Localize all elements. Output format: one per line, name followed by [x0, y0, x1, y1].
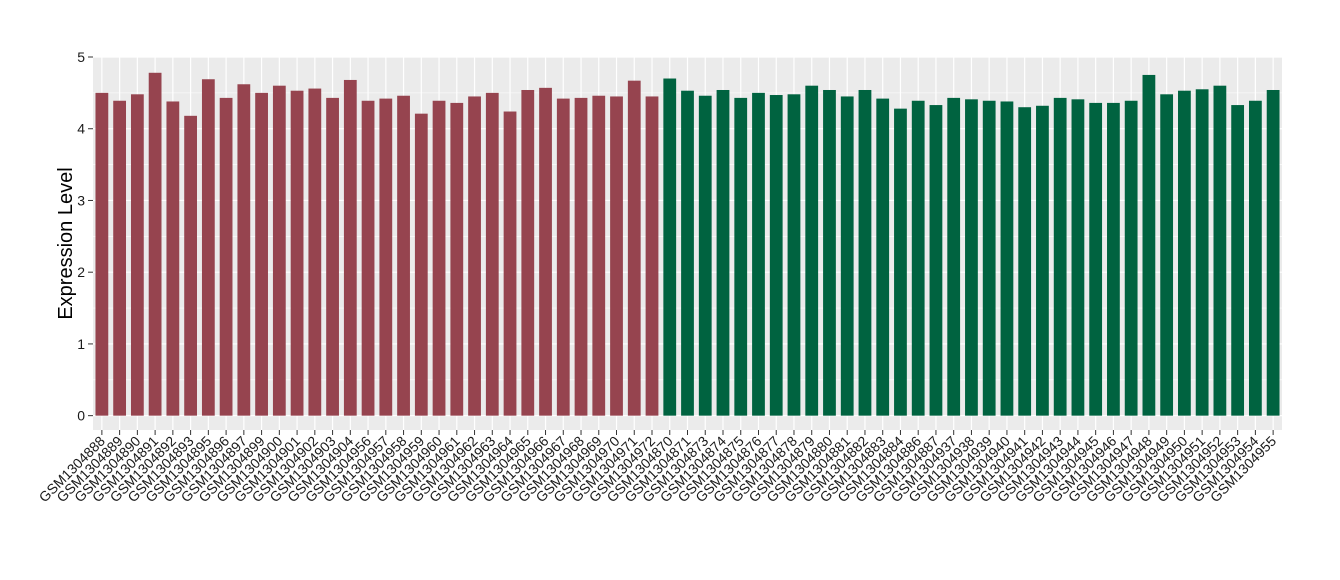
bar-GSM1304950 — [1178, 90, 1191, 416]
bar-GSM1304881 — [840, 96, 854, 416]
bar-GSM1304948 — [1142, 74, 1156, 416]
bar-GSM1304965 — [521, 89, 535, 416]
bar-GSM1304938 — [965, 99, 978, 416]
bar-GSM1304966 — [539, 87, 552, 416]
bar-GSM1304971 — [627, 80, 641, 416]
bar-GSM1304949 — [1160, 94, 1174, 416]
y-axis: 0 1 2 3 4 5 — [77, 49, 93, 424]
bar-GSM1304964 — [503, 111, 517, 416]
bar-GSM1304944 — [1071, 99, 1085, 416]
bar-GSM1304952 — [1213, 85, 1227, 416]
bar-GSM1304870 — [663, 78, 677, 416]
bar-GSM1304878 — [787, 94, 801, 416]
bar-GSM1304893 — [184, 115, 197, 416]
y-tick-label: 1 — [77, 336, 85, 352]
bar-GSM1304903 — [326, 97, 339, 416]
bar-GSM1304951 — [1195, 89, 1209, 416]
bar-GSM1304879 — [805, 85, 819, 416]
y-tick-label: 2 — [77, 264, 85, 280]
bar-GSM1304873 — [698, 95, 712, 416]
bar-GSM1304960 — [432, 100, 446, 416]
y-tick-label: 3 — [77, 192, 85, 208]
bar-GSM1304876 — [752, 92, 765, 416]
bar-GSM1304884 — [894, 108, 907, 416]
y-tick-label: 5 — [77, 49, 85, 65]
bar-GSM1304890 — [130, 94, 144, 416]
bar-GSM1304963 — [485, 92, 499, 416]
bar-GSM1304942 — [1036, 105, 1049, 416]
bar-GSM1304883 — [876, 98, 890, 416]
bar-GSM1304886 — [911, 100, 925, 416]
bar-GSM1304882 — [858, 89, 872, 416]
bars — [95, 72, 1280, 416]
bar-GSM1304875 — [734, 97, 748, 416]
bar-GSM1304897 — [237, 84, 251, 416]
bar-GSM1304892 — [166, 101, 180, 416]
bar-GSM1304955 — [1266, 89, 1280, 416]
bar-GSM1304970 — [610, 96, 623, 416]
bar-GSM1304899 — [255, 92, 268, 416]
bar-GSM1304902 — [308, 88, 322, 416]
bar-GSM1304888 — [95, 92, 109, 416]
bar-GSM1304958 — [397, 95, 410, 416]
bar-GSM1304880 — [823, 89, 836, 416]
bar-GSM1304895 — [201, 79, 215, 416]
bar-GSM1304900 — [272, 85, 286, 416]
bar-GSM1304891 — [148, 72, 162, 416]
bar-GSM1304954 — [1248, 100, 1262, 416]
bar-GSM1304877 — [769, 95, 783, 416]
bar-GSM1304943 — [1053, 97, 1067, 416]
bar-GSM1304959 — [414, 113, 428, 416]
bar-GSM1304969 — [592, 95, 606, 416]
bar-GSM1304904 — [343, 79, 357, 416]
bar-GSM1304871 — [681, 90, 694, 416]
bar-GSM1304889 — [113, 100, 127, 416]
bar-GSM1304947 — [1124, 100, 1138, 416]
bar-GSM1304901 — [290, 90, 304, 416]
bar-GSM1304946 — [1107, 102, 1120, 416]
bar-GSM1304967 — [556, 98, 570, 416]
bar-GSM1304887 — [929, 105, 943, 416]
bar-GSM1304968 — [574, 97, 588, 416]
bar-GSM1304962 — [468, 96, 481, 416]
bar-GSM1304941 — [1018, 107, 1032, 416]
bar-GSM1304945 — [1089, 102, 1103, 416]
x-axis: GSM1304888GSM1304889GSM1304890GSM1304891… — [36, 430, 1279, 505]
bar-GSM1304896 — [219, 97, 233, 416]
y-tick-label: 0 — [77, 408, 85, 424]
bar-GSM1304972 — [645, 96, 659, 416]
bar-GSM1304874 — [716, 89, 730, 416]
bar-GSM1304961 — [450, 102, 464, 416]
bar-GSM1304956 — [361, 100, 375, 416]
bar-GSM1304939 — [982, 100, 996, 416]
bar-GSM1304957 — [379, 98, 393, 416]
bar-GSM1304937 — [947, 97, 961, 416]
y-axis-title: Expression Level — [55, 167, 77, 319]
y-tick-label: 4 — [77, 121, 85, 137]
bar-GSM1304953 — [1231, 105, 1245, 416]
bar-GSM1304940 — [1000, 101, 1014, 416]
